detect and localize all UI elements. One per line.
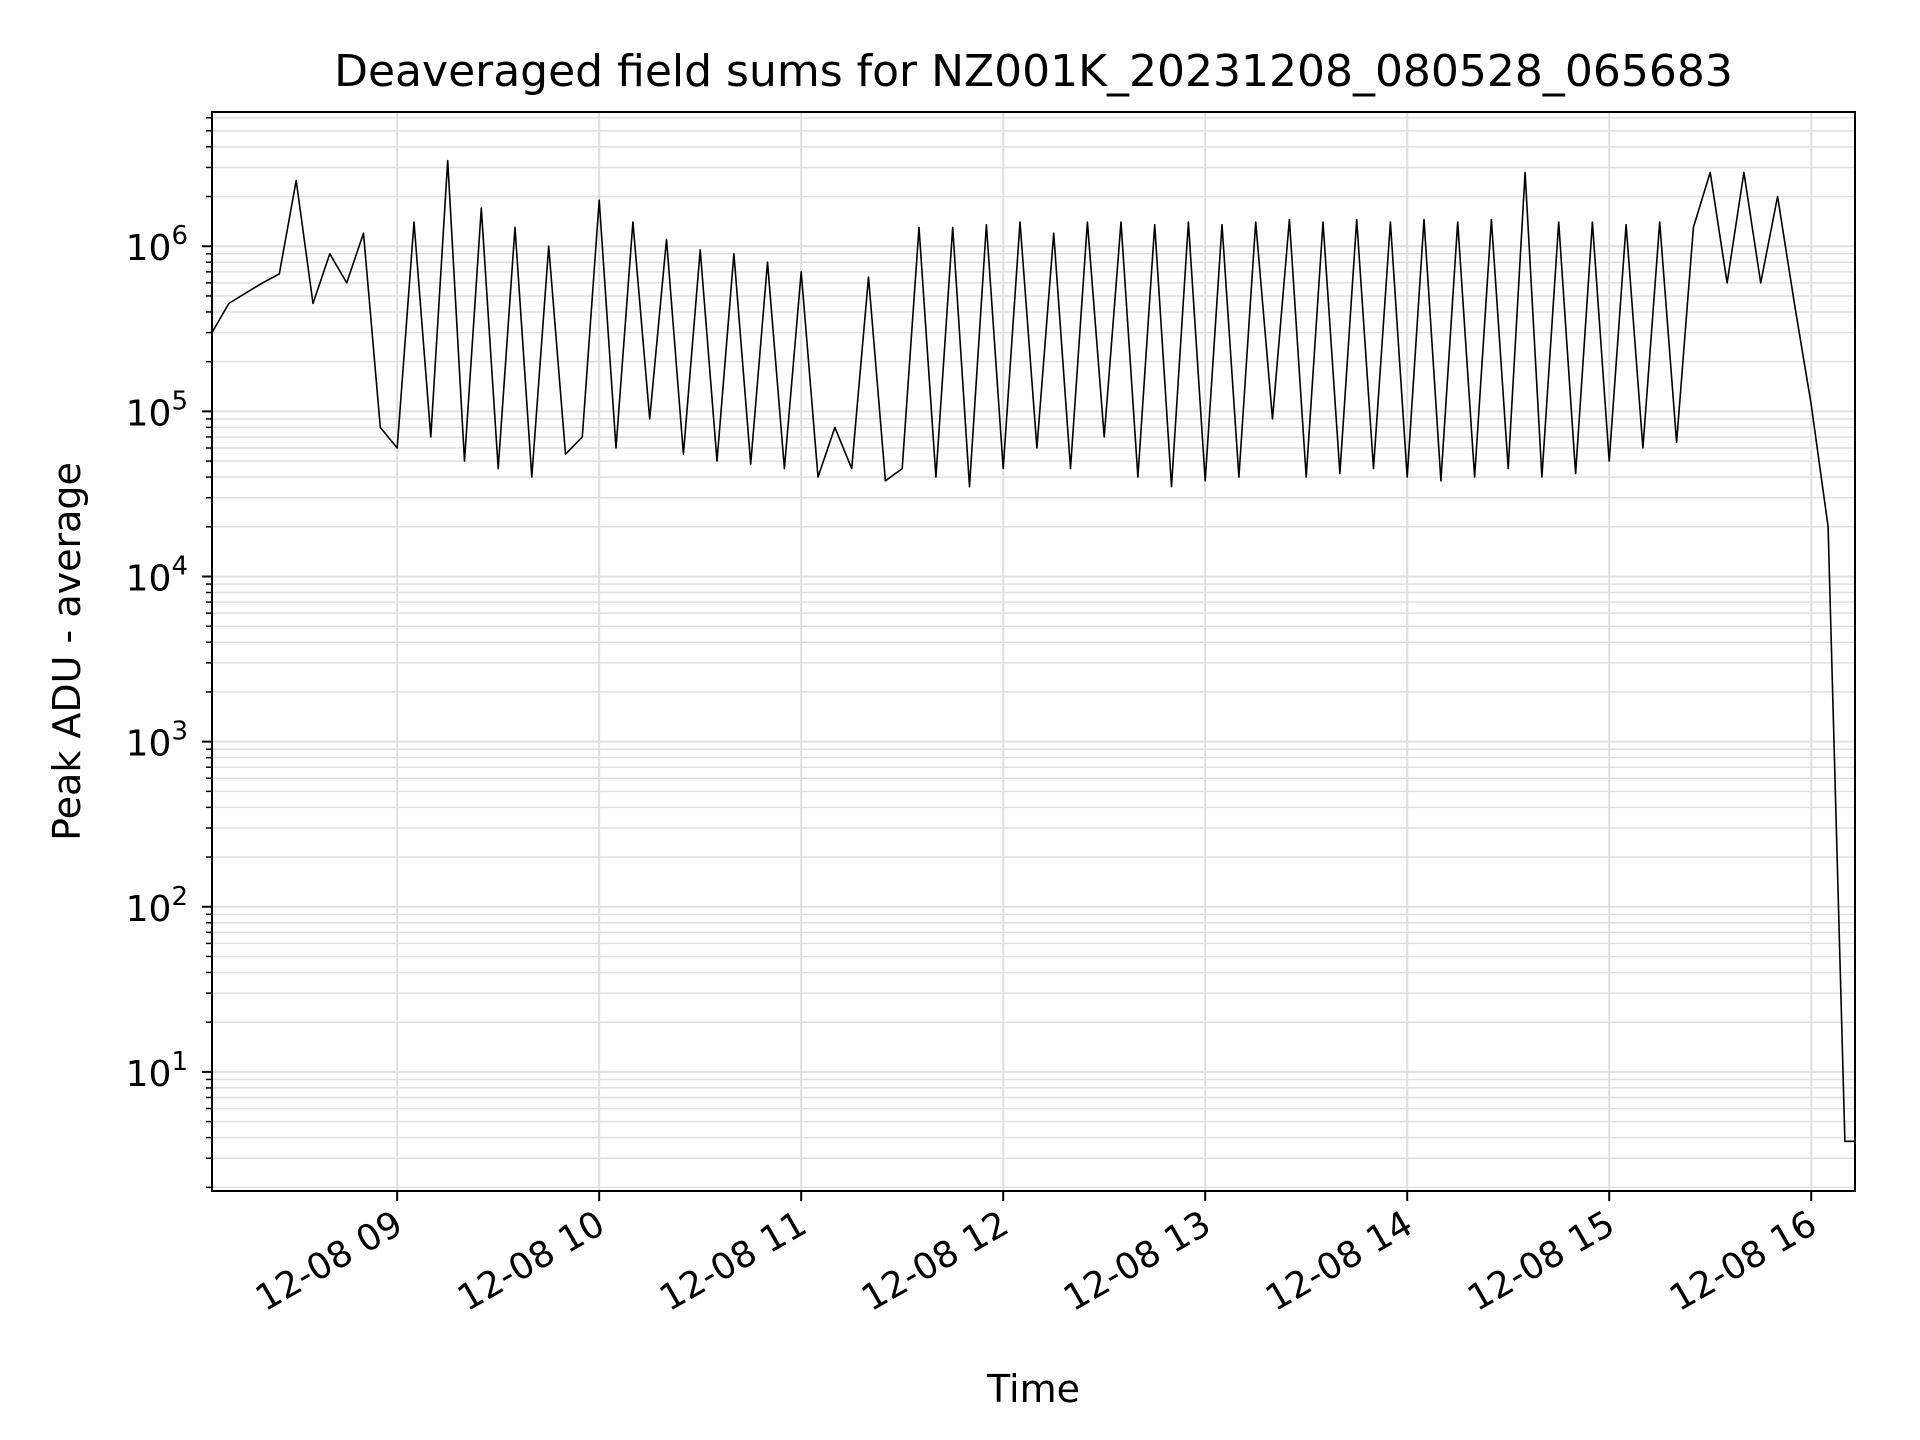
y-tick-label: 104: [126, 552, 188, 600]
y-tick-label: 106: [126, 221, 188, 269]
x-axis-label: Time: [986, 1367, 1080, 1411]
chart-title: Deaveraged field sums for NZ001K_2023120…: [334, 46, 1733, 97]
y-axis-label: Peak ADU - average: [45, 462, 89, 841]
y-tick-label: 101: [126, 1047, 188, 1095]
y-tick-label: 102: [126, 882, 188, 930]
series-line: [211, 159, 1855, 1143]
plot-frame: [211, 111, 1856, 1192]
series-layer: [211, 159, 1855, 1143]
grid-layer: [212, 112, 1855, 1191]
y-tick-label: 103: [126, 717, 188, 765]
y-tick-label: 105: [126, 386, 188, 434]
